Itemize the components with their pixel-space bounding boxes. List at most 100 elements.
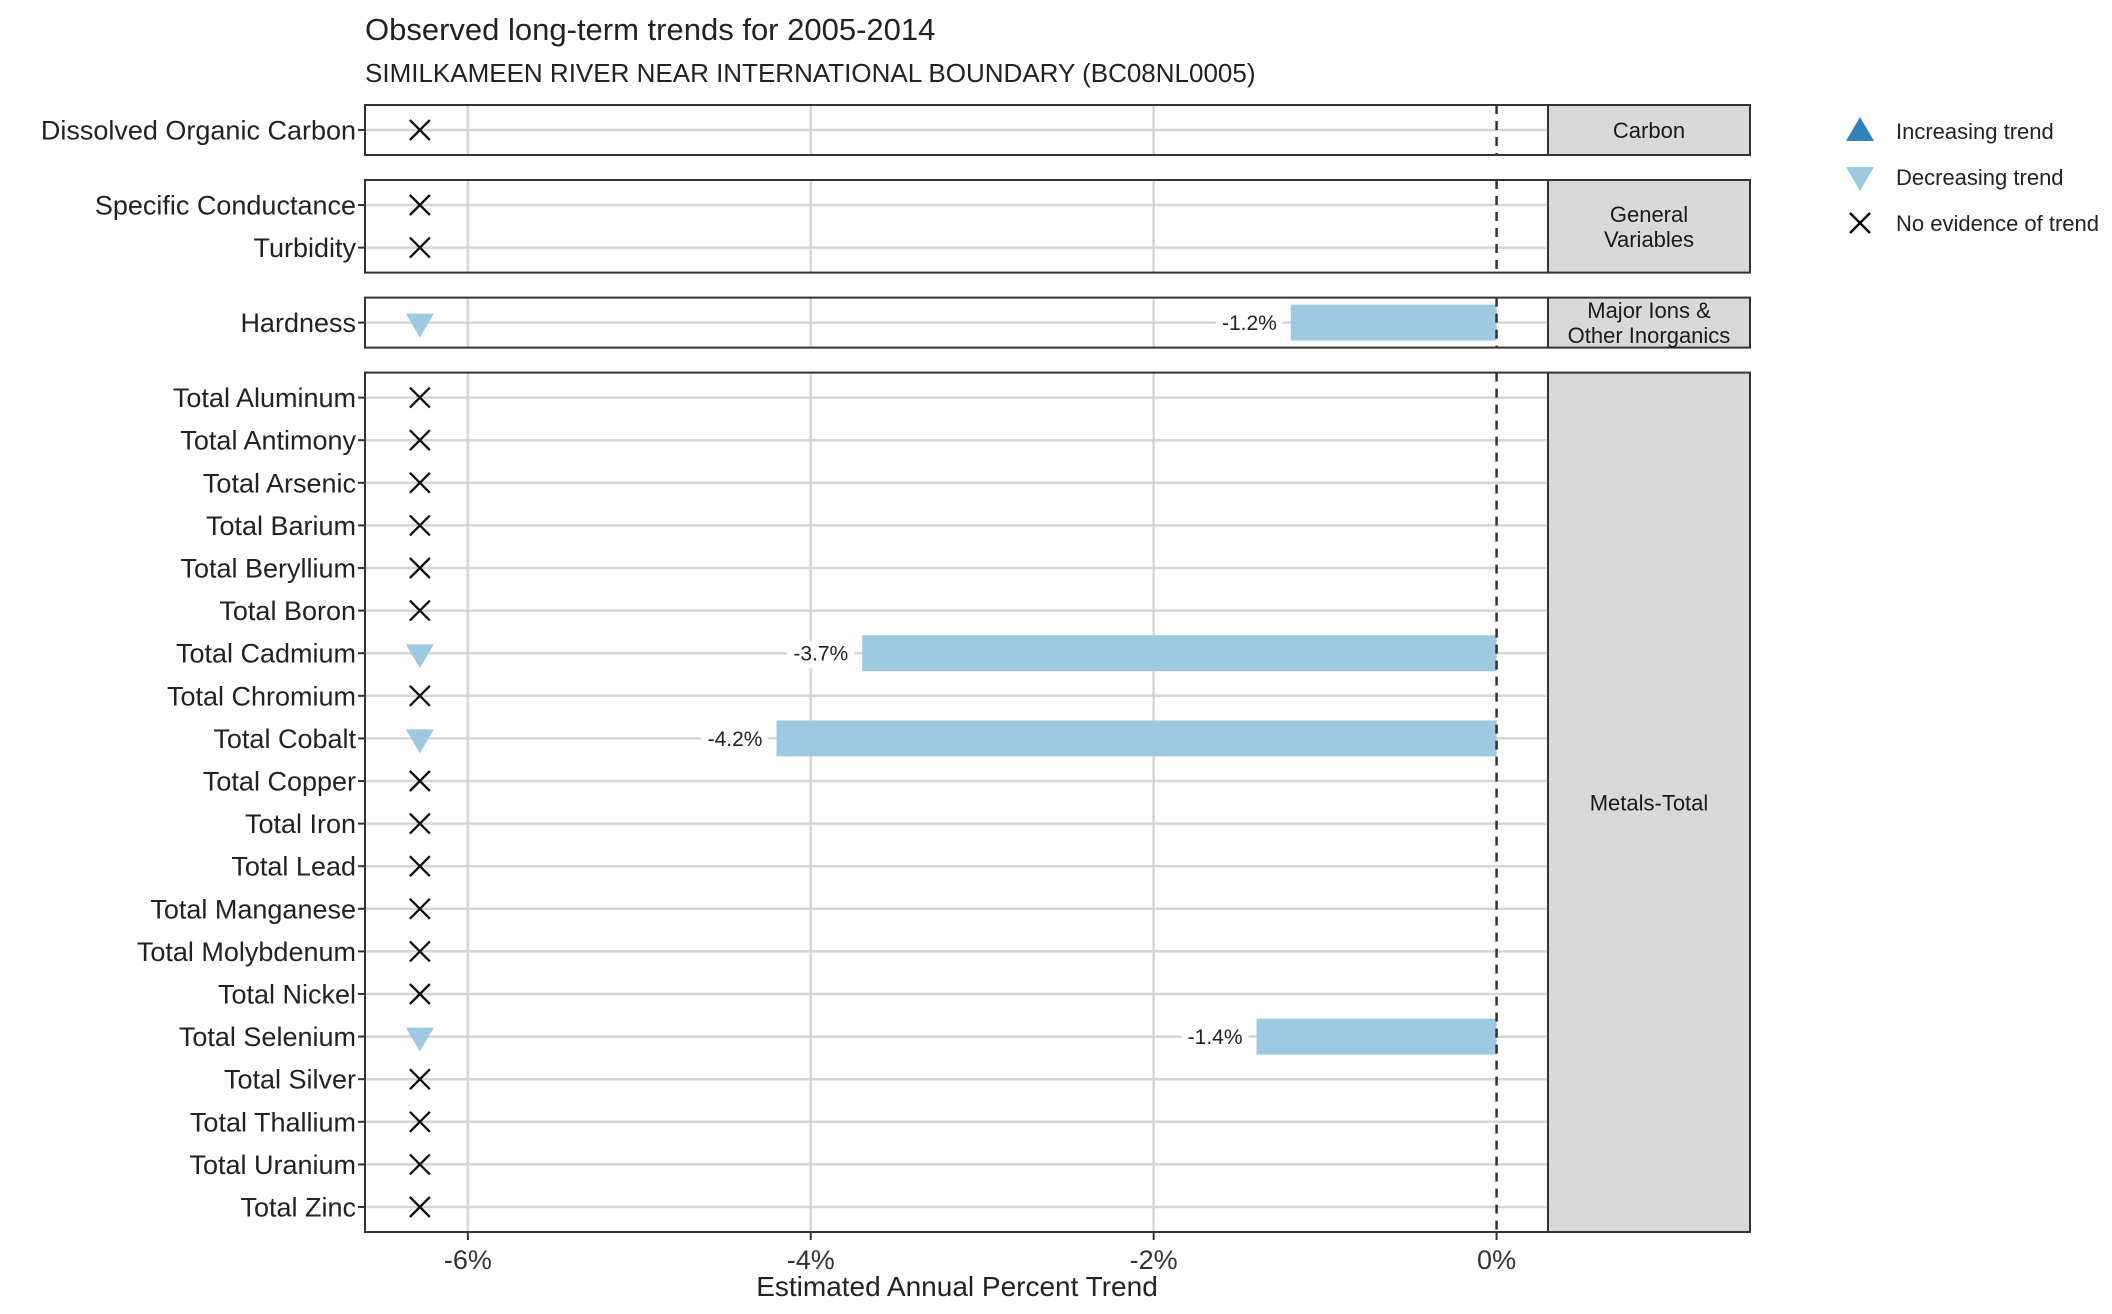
bar-value-label-bg — [1181, 1024, 1249, 1052]
legend: Increasing trend Decreasing trend No evide… — [1846, 117, 2099, 236]
panel-background — [365, 372, 1548, 1233]
row-total-molybdenum: Total Molybdenum — [137, 937, 1548, 967]
row-total-thallium: Total Thallium — [190, 1107, 1548, 1137]
row-label: Total Uranium — [189, 1150, 356, 1180]
panel-strip — [1547, 296, 1751, 349]
row-total-boron: Total Boron — [219, 596, 1548, 626]
no-trend-marker — [409, 471, 431, 494]
panel-general-variables: Specific Conductance Turbidity GeneralVari… — [95, 179, 1751, 274]
no-trend-marker — [409, 1196, 431, 1218]
row-total-silver: Total Silver — [224, 1065, 1548, 1095]
no-trend-marker — [409, 812, 431, 835]
panel-strip — [1547, 179, 1751, 274]
row-label: Total Boron — [219, 596, 356, 626]
no-trend-marker — [409, 855, 431, 878]
no-trend-marker — [409, 236, 431, 259]
bar-value-label: -1.2% — [1222, 312, 1277, 335]
row-total-copper: Total Copper — [203, 767, 1548, 797]
x-tick-label: -6% — [444, 1245, 492, 1275]
bar-value-label: -3.7% — [793, 643, 848, 666]
no-trend-marker — [409, 119, 431, 141]
increasing-trend-legend-icon — [1846, 117, 1874, 141]
x-tick-label: -2% — [1130, 1245, 1178, 1275]
panel-carbon: Dissolved Organic Carbon Carbon — [41, 104, 1751, 156]
trend-bar — [776, 720, 1497, 757]
row-total-aluminum: Total Aluminum — [173, 383, 1548, 413]
panel-strip-label: Metals-Total — [1590, 790, 1709, 815]
no-trend-marker — [409, 1068, 431, 1091]
row-total-nickel: Total Nickel — [218, 980, 1548, 1010]
no-trend-marker — [409, 557, 431, 579]
row-total-manganese: Total Manganese — [150, 894, 1548, 924]
row-hardness: Hardness -1.2% — [240, 304, 1548, 341]
row-total-barium: Total Barium — [206, 511, 1548, 541]
row-label: Total Copper — [203, 767, 356, 797]
panel-major-ions-other-inorganics: Hardness -1.2% Major Ions &Other Inorganic… — [240, 296, 1751, 349]
row-total-lead: Total Lead — [231, 852, 1548, 882]
row-label: Total Barium — [206, 511, 356, 541]
legend-label: Increasing trend — [1896, 119, 2054, 144]
no-trend-marker — [409, 1153, 431, 1176]
row-label: Total Iron — [245, 809, 356, 839]
no-trend-marker — [409, 599, 431, 622]
row-label: Total Arsenic — [203, 468, 356, 498]
row-label: Total Manganese — [150, 894, 356, 924]
trend-bar — [862, 635, 1497, 672]
panel-strip-label: General — [1610, 202, 1688, 227]
row-label: Total Selenium — [179, 1022, 356, 1052]
bar-value-label: -1.4% — [1188, 1026, 1243, 1049]
no-trend-marker — [409, 514, 431, 537]
x-axis-label: Estimated Annual Percent Trend — [756, 1271, 1158, 1302]
row-label: Hardness — [240, 308, 356, 338]
no-trend-marker — [409, 897, 431, 920]
row-label: Total Aluminum — [173, 383, 356, 413]
row-label: Total Beryllium — [180, 554, 356, 584]
legend-label: No evidence of trend — [1896, 211, 2099, 236]
panel-strip-label: Variables — [1604, 227, 1694, 252]
row-label: Total Cadmium — [176, 639, 356, 669]
row-label: Dissolved Organic Carbon — [41, 116, 356, 146]
panel-strip — [1547, 104, 1751, 156]
row-label: Total Cobalt — [213, 724, 356, 754]
row-total-arsenic: Total Arsenic — [203, 468, 1548, 498]
legend-entry-decreasing-trend: Decreasing trend — [1846, 165, 2064, 191]
row-label: Total Antimony — [180, 426, 356, 456]
panel-strip-label: Major Ions & — [1587, 298, 1711, 323]
row-label: Turbidity — [253, 233, 356, 263]
row-label: Total Lead — [231, 852, 356, 882]
row-total-chromium: Total Chromium — [167, 681, 1548, 711]
decreasing-trend-marker — [405, 1027, 434, 1052]
no-trend-marker — [409, 940, 431, 963]
no-trend-marker — [409, 386, 431, 409]
decreasing-trend-marker — [405, 313, 434, 338]
row-label: Total Thallium — [190, 1107, 356, 1137]
trend-bar — [1290, 304, 1497, 341]
chart-subtitle: SIMILKAMEEN RIVER NEAR INTERNATIONAL BOU… — [365, 58, 1256, 88]
bar-value-label-bg — [1215, 310, 1283, 338]
panel-strip — [1547, 371, 1751, 1234]
bar-value-label-bg — [787, 640, 855, 668]
legend-label: Decreasing trend — [1896, 165, 2064, 190]
row-total-iron: Total Iron — [245, 809, 1548, 839]
row-dissolved-organic-carbon: Dissolved Organic Carbon — [41, 116, 1548, 146]
row-label: Total Zinc — [240, 1193, 356, 1223]
panel-strip-label: Other Inorganics — [1568, 323, 1731, 348]
panel-strip-label: Carbon — [1613, 118, 1685, 143]
no-trend-marker — [409, 983, 431, 1005]
decreasing-trend-legend-icon — [1846, 167, 1874, 191]
row-total-beryllium: Total Beryllium — [180, 554, 1548, 584]
panels: Dissolved Organic Carbon Carbon Specific C… — [41, 104, 1751, 1234]
x-axis: -6% -4% -2% 0% — [444, 1232, 1516, 1275]
bar-value-label-bg — [701, 725, 769, 753]
row-turbidity: Turbidity — [253, 233, 1548, 263]
row-total-antimony: Total Antimony — [180, 426, 1548, 456]
no-trend-marker — [409, 1110, 431, 1133]
row-total-uranium: Total Uranium — [189, 1150, 1548, 1180]
no-trend-marker — [409, 684, 431, 707]
x-tick-label: 0% — [1477, 1245, 1516, 1275]
decreasing-trend-marker — [405, 644, 434, 669]
row-label: Total Nickel — [218, 980, 356, 1010]
chart-title: Observed long-term trends for 2005-2014 — [365, 12, 935, 47]
